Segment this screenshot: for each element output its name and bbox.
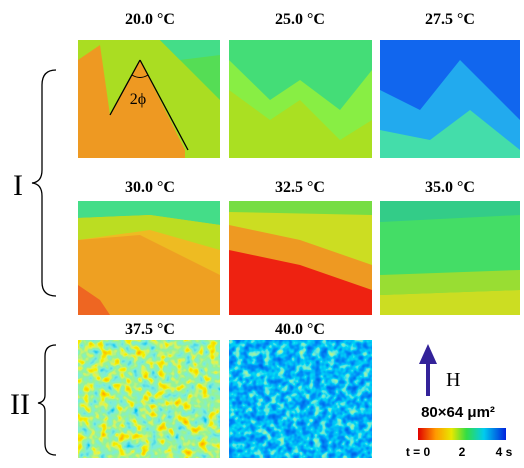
figure: 20.0 °C 25.0 °C 27.5 °C 30.0 °C 32.5 °C … — [0, 0, 524, 468]
colorbar-label: t = 0 — [406, 445, 431, 459]
scale-label: 80×64 μm² — [421, 404, 495, 421]
field-label: H — [446, 369, 460, 391]
image-panel — [380, 201, 520, 315]
colorbar-label: 4 s — [496, 445, 513, 459]
brace — [38, 345, 56, 455]
panel-title: 35.0 °C — [425, 179, 475, 196]
angle-label: 2ϕ — [130, 91, 146, 108]
image-panel — [229, 40, 372, 158]
panel-title: 40.0 °C — [275, 321, 325, 338]
colorbar-label: 2 — [459, 445, 466, 459]
image-panel: 2ϕ — [78, 40, 220, 158]
image-panel — [78, 201, 220, 315]
colorbar — [418, 428, 506, 440]
panel-title: 32.5 °C — [275, 179, 325, 196]
panel-title: 25.0 °C — [275, 11, 325, 28]
brace — [32, 70, 56, 296]
image-panel — [380, 40, 520, 158]
image-panel — [78, 340, 220, 458]
panel-title: 20.0 °C — [125, 11, 175, 28]
image-panel — [229, 201, 372, 315]
group-label: II — [10, 388, 30, 421]
field-arrow-head — [419, 344, 437, 364]
panel-title: 27.5 °C — [425, 11, 475, 28]
image-panel — [229, 340, 372, 458]
panel-title: 37.5 °C — [125, 321, 175, 338]
group-label: I — [13, 169, 23, 202]
panel-title: 30.0 °C — [125, 179, 175, 196]
